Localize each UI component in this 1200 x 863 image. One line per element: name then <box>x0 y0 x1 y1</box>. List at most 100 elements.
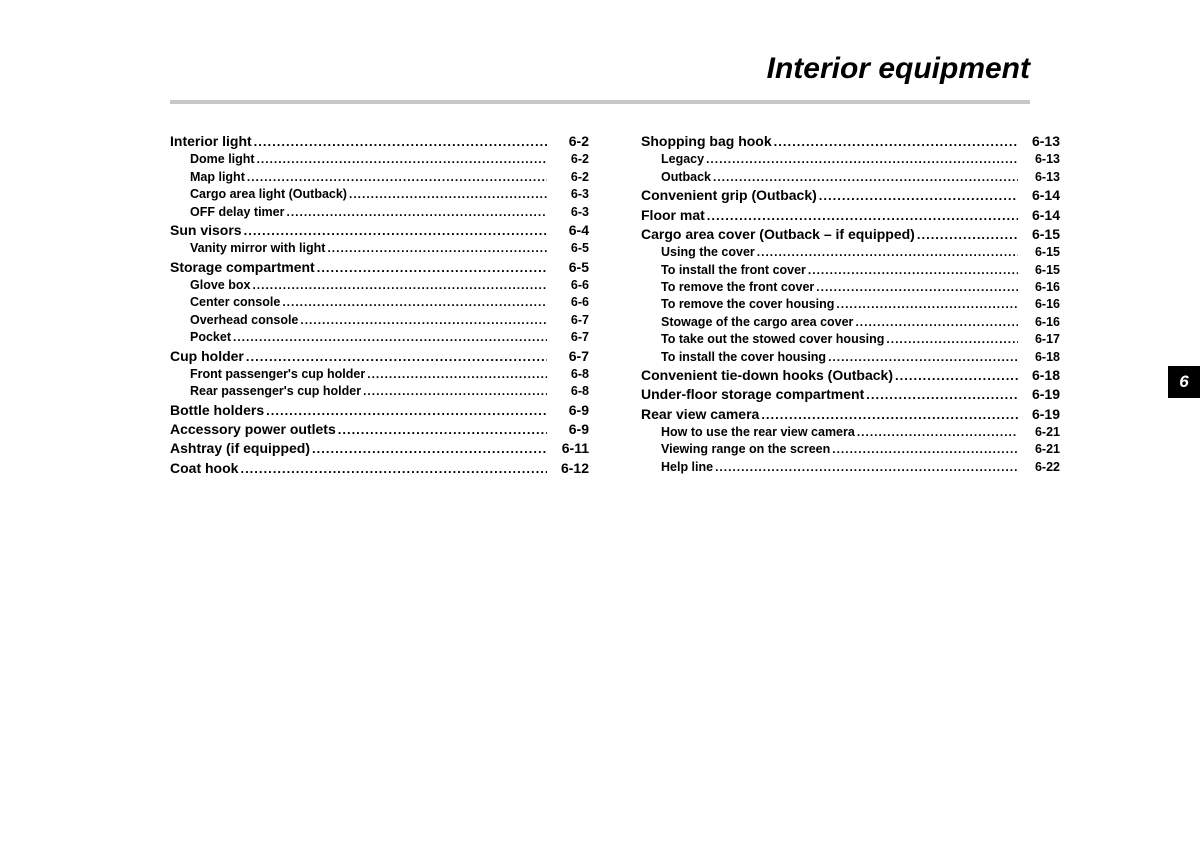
toc-leader-dots: ........................................… <box>315 259 547 277</box>
toc-label: Stowage of the cargo area cover <box>641 314 853 331</box>
toc-label: Outback <box>641 169 711 186</box>
toc-page-number: 6-2 <box>547 169 589 186</box>
toc-page-number: 6-5 <box>547 240 589 257</box>
toc-leader-dots: ........................................… <box>713 459 1018 475</box>
toc-page-number: 6-7 <box>547 347 589 366</box>
toc-leader-dots: ........................................… <box>298 312 547 328</box>
toc-leader-dots: ........................................… <box>711 169 1018 185</box>
toc-column: Interior light..........................… <box>170 132 589 478</box>
toc-leader-dots: ........................................… <box>826 349 1018 365</box>
toc-label: Coat hook <box>170 459 238 478</box>
toc-section-row: Cargo area cover (Outback – if equipped)… <box>641 225 1060 244</box>
page-title: Interior equipment <box>44 52 1156 86</box>
toc-sub-row: Pocket..................................… <box>170 329 589 346</box>
toc-section-row: Storage compartment.....................… <box>170 258 589 277</box>
toc-page-number: 6-14 <box>1018 206 1060 225</box>
toc-section-row: Bottle holders..........................… <box>170 401 589 420</box>
toc-page-number: 6-7 <box>547 312 589 329</box>
toc-leader-dots: ........................................… <box>255 151 547 167</box>
toc-sub-row: Glove box...............................… <box>170 277 589 294</box>
toc-page-number: 6-8 <box>547 366 589 383</box>
toc-label: Accessory power outlets <box>170 420 336 439</box>
toc-label: Glove box <box>170 277 250 294</box>
toc-section-row: Rear view camera........................… <box>641 405 1060 424</box>
toc-leader-dots: ........................................… <box>280 294 547 310</box>
toc-label: To install the front cover <box>641 262 806 279</box>
toc-label: Under-floor storage compartment <box>641 385 864 404</box>
toc-leader-dots: ........................................… <box>244 348 547 366</box>
toc-page-number: 6-9 <box>547 401 589 420</box>
toc-page-number: 6-7 <box>547 329 589 346</box>
toc-label: OFF delay timer <box>170 204 284 221</box>
toc-label: Shopping bag hook <box>641 132 772 151</box>
toc-label: Using the cover <box>641 244 755 261</box>
toc-leader-dots: ........................................… <box>806 262 1018 278</box>
toc-label: Cargo area cover (Outback – if equipped) <box>641 225 915 244</box>
toc-page-number: 6-18 <box>1018 349 1060 366</box>
toc-sub-row: Center console..........................… <box>170 294 589 311</box>
toc-leader-dots: ........................................… <box>252 133 547 151</box>
toc-leader-dots: ........................................… <box>231 329 547 345</box>
toc-section-row: Convenient grip (Outback)...............… <box>641 186 1060 205</box>
toc-label: Help line <box>641 459 713 476</box>
toc-label: Rear view camera <box>641 405 759 424</box>
toc-leader-dots: ........................................… <box>817 187 1018 205</box>
toc-label: Dome light <box>170 151 255 168</box>
toc-sub-row: Vanity mirror with light................… <box>170 240 589 257</box>
toc-page-number: 6-17 <box>1018 331 1060 348</box>
toc-columns: Interior light..........................… <box>44 132 1156 478</box>
toc-page-number: 6-19 <box>1018 405 1060 424</box>
toc-section-row: Under-floor storage compartment.........… <box>641 385 1060 404</box>
toc-sub-row: OFF delay timer.........................… <box>170 204 589 221</box>
toc-label: Map light <box>170 169 245 186</box>
toc-label: Front passenger's cup holder <box>170 366 365 383</box>
toc-label: Bottle holders <box>170 401 264 420</box>
toc-section-row: Cup holder..............................… <box>170 347 589 366</box>
toc-section-row: Ashtray (if equipped)...................… <box>170 439 589 458</box>
toc-page-number: 6-8 <box>547 383 589 400</box>
toc-label: Cargo area light (Outback) <box>170 186 347 203</box>
toc-label: Convenient grip (Outback) <box>641 186 817 205</box>
toc-sub-row: To remove the cover housing.............… <box>641 296 1060 313</box>
toc-page-number: 6-3 <box>547 186 589 203</box>
toc-sub-row: Using the cover.........................… <box>641 244 1060 261</box>
toc-page-number: 6-13 <box>1018 132 1060 151</box>
toc-label: How to use the rear view camera <box>641 424 855 441</box>
manual-page: Interior equipment Interior light.......… <box>0 0 1200 863</box>
toc-leader-dots: ........................................… <box>893 367 1018 385</box>
toc-section-row: Shopping bag hook.......................… <box>641 132 1060 151</box>
toc-page-number: 6-18 <box>1018 366 1060 385</box>
toc-page-number: 6-21 <box>1018 441 1060 458</box>
toc-label: Storage compartment <box>170 258 315 277</box>
toc-page-number: 6-2 <box>547 151 589 168</box>
toc-sub-row: Overhead console........................… <box>170 312 589 329</box>
title-rule <box>170 100 1030 104</box>
toc-leader-dots: ........................................… <box>242 222 547 240</box>
toc-label: Sun visors <box>170 221 242 240</box>
toc-page-number: 6-6 <box>547 294 589 311</box>
toc-sub-row: Map light...............................… <box>170 169 589 186</box>
toc-label: Cup holder <box>170 347 244 366</box>
toc-sub-row: Stowage of the cargo area cover.........… <box>641 314 1060 331</box>
toc-leader-dots: ........................................… <box>853 314 1018 330</box>
toc-page-number: 6-2 <box>547 132 589 151</box>
toc-page-number: 6-14 <box>1018 186 1060 205</box>
toc-label: Vanity mirror with light <box>170 240 325 257</box>
toc-sub-row: Help line...............................… <box>641 459 1060 476</box>
toc-page-number: 6-15 <box>1018 262 1060 279</box>
toc-label: Legacy <box>641 151 704 168</box>
toc-sub-row: To remove the front cover...............… <box>641 279 1060 296</box>
toc-sub-row: To install the cover housing............… <box>641 349 1060 366</box>
toc-section-row: Floor mat...............................… <box>641 206 1060 225</box>
toc-label: Pocket <box>170 329 231 346</box>
toc-leader-dots: ........................................… <box>704 151 1018 167</box>
toc-leader-dots: ........................................… <box>705 207 1018 225</box>
toc-column: Shopping bag hook.......................… <box>641 132 1060 478</box>
toc-page-number: 6-4 <box>547 221 589 240</box>
toc-label: To take out the stowed cover housing <box>641 331 884 348</box>
toc-section-row: Accessory power outlets.................… <box>170 420 589 439</box>
toc-section-row: Coat hook...............................… <box>170 459 589 478</box>
toc-leader-dots: ........................................… <box>361 383 547 399</box>
toc-sub-row: Outback.................................… <box>641 169 1060 186</box>
toc-page-number: 6-16 <box>1018 314 1060 331</box>
